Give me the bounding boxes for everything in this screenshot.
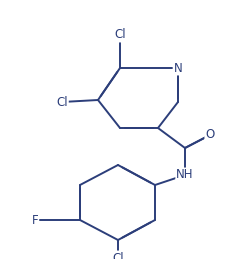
Text: O: O — [205, 128, 215, 141]
Text: Cl: Cl — [112, 251, 124, 259]
Text: N: N — [174, 61, 182, 75]
Text: NH: NH — [176, 169, 194, 182]
Text: Cl: Cl — [114, 28, 126, 41]
Text: Cl: Cl — [56, 96, 68, 109]
Text: F: F — [32, 213, 38, 227]
